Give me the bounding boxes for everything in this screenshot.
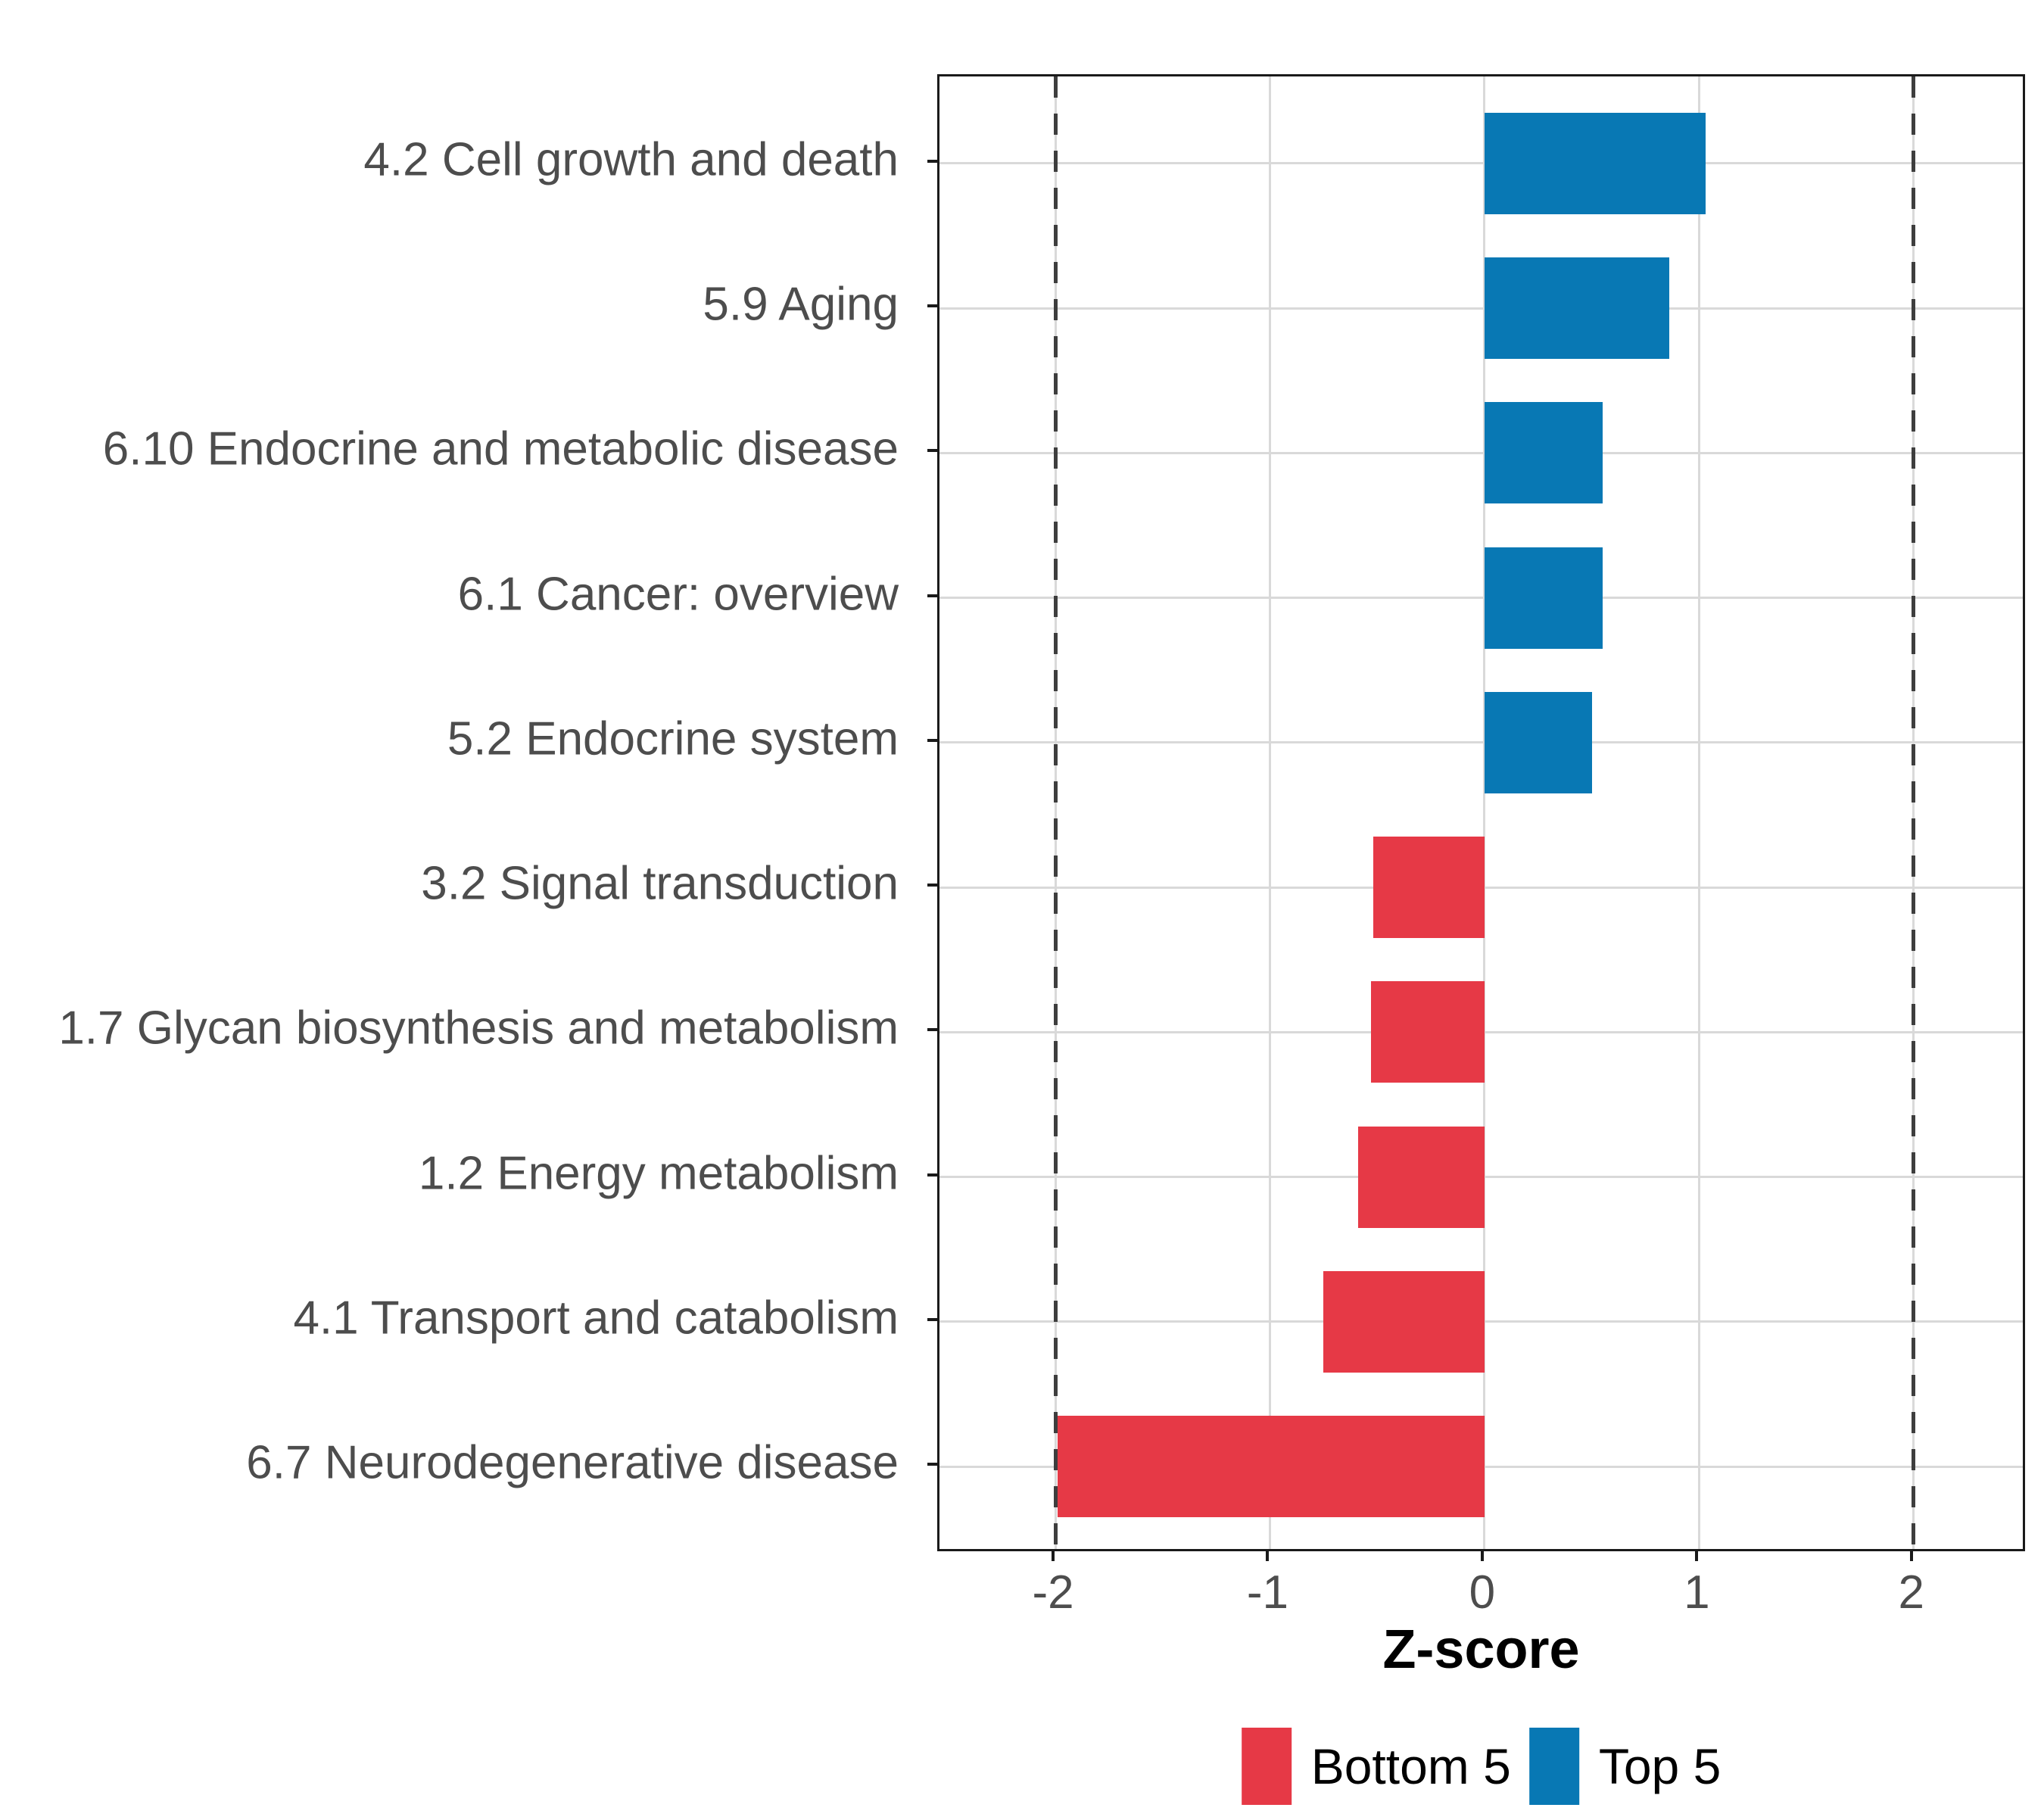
legend-label: Bottom 5: [1310, 1738, 1511, 1794]
y-axis-tick-mark: [927, 304, 937, 308]
x-axis-tick-label: -2: [1032, 1566, 1074, 1619]
y-axis-label: 3.2 Signal transduction: [421, 857, 899, 910]
y-axis-tick-mark: [927, 449, 937, 453]
gridline-horizontal: [939, 597, 2023, 600]
bar: [1370, 981, 1485, 1083]
gridline-vertical: [1697, 76, 1700, 1549]
bar: [1357, 1126, 1485, 1228]
bar: [1323, 1270, 1485, 1373]
x-axis-tick-mark: [1480, 1551, 1484, 1561]
x-axis-tick-label: -1: [1246, 1566, 1289, 1619]
y-axis-label: 5.2 Endocrine system: [447, 712, 899, 765]
gridline-vertical: [1268, 76, 1271, 1549]
gridline-horizontal: [939, 741, 2023, 744]
x-axis-tick-label: 0: [1469, 1566, 1496, 1619]
bar: [1484, 691, 1592, 793]
legend-entry: Top 5: [1528, 1728, 1722, 1805]
y-axis-label: 4.2 Cell growth and death: [363, 133, 899, 186]
x-axis-tick-label: 2: [1898, 1566, 1925, 1619]
y-axis-label: 4.1 Transport and catabolism: [293, 1292, 899, 1345]
reference-line-dashed: [1912, 76, 1916, 1549]
y-axis-label: 5.9 Aging: [703, 278, 899, 331]
y-axis-label: 1.7 Glycan biosynthesis and metabolism: [58, 1002, 899, 1055]
plot-panel: [937, 74, 2025, 1551]
bar: [1484, 257, 1669, 360]
gridline-vertical: [1483, 76, 1486, 1549]
bar: [1484, 112, 1706, 214]
x-axis-title: Z-score: [1382, 1619, 1580, 1680]
reference-line-dashed: [1053, 76, 1058, 1549]
y-axis-tick-mark: [927, 1173, 937, 1177]
y-axis-tick-mark: [927, 884, 937, 887]
gridline-horizontal: [939, 451, 2023, 454]
y-axis-tick-mark: [927, 1028, 937, 1032]
y-axis-label: 1.2 Energy metabolism: [418, 1147, 899, 1200]
bar: [1484, 547, 1603, 649]
x-axis-tick-mark: [1695, 1551, 1699, 1561]
y-axis-label: 6.7 Neurodegenerative disease: [246, 1436, 899, 1489]
bar: [1484, 402, 1603, 504]
y-axis-tick-mark: [927, 159, 937, 163]
y-axis-tick-mark: [927, 1317, 937, 1321]
gridline-horizontal: [939, 162, 2023, 165]
legend-entry: Bottom 5: [1241, 1728, 1511, 1805]
bar: [1373, 837, 1485, 939]
legend-key-swatch: [1528, 1728, 1579, 1805]
legend-label: Top 5: [1598, 1738, 1722, 1794]
y-axis-label: 6.10 Endocrine and metabolic disease: [102, 422, 899, 475]
y-axis-tick-mark: [927, 738, 937, 742]
y-axis-label: 6.1 Cancer: overview: [457, 568, 899, 621]
y-axis-tick-mark: [927, 1463, 937, 1466]
bar: [1057, 1416, 1485, 1518]
x-axis-tick-label: 1: [1684, 1566, 1710, 1619]
y-axis-tick-mark: [927, 594, 937, 597]
x-axis-tick-mark: [1909, 1551, 1913, 1561]
legend: Bottom 5 Top 5: [1241, 1728, 1722, 1805]
legend-key-swatch: [1241, 1728, 1292, 1805]
x-axis-tick-mark: [1266, 1551, 1270, 1561]
x-axis-tick-mark: [1052, 1551, 1055, 1561]
gridline-horizontal: [939, 307, 2023, 310]
